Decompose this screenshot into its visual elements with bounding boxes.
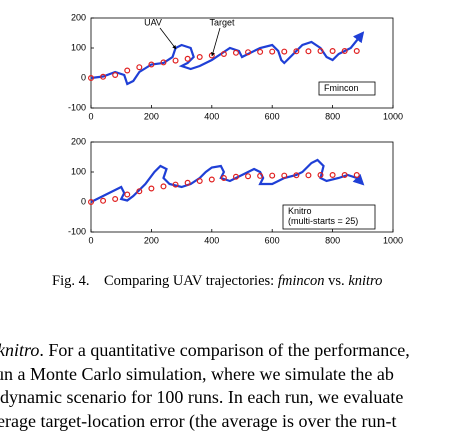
target-point [257,172,264,179]
target-point [293,172,300,179]
target-point [124,67,131,74]
x-tick-label: 200 [144,235,159,245]
target-point [160,59,167,66]
target-point [353,172,360,179]
label-box [282,204,376,230]
target-point [269,172,276,179]
x-tick-label: 600 [265,235,280,245]
x-tick-label: 800 [325,235,340,245]
body-text-run: knitro [0,340,40,360]
target-point [196,178,203,185]
target-point [148,61,155,68]
target-point [160,183,167,190]
target-point [136,64,143,71]
target-point [112,71,119,78]
body-line: knitro. For a quantitative comparison of… [0,340,410,361]
target-point [220,175,227,182]
target-point [245,173,252,180]
annotation-arrow [159,27,177,50]
target-point [100,73,107,80]
y-tick-label: 0 [81,72,86,82]
y-tick-label: 200 [71,136,86,146]
target-point [124,191,131,198]
x-tick-label: 600 [265,111,280,121]
target-point [196,53,203,60]
target-point [136,188,143,195]
target-point [341,172,348,179]
target-point [257,48,264,55]
target-point [317,172,324,179]
target-point [220,50,227,57]
annotation: UAV [144,17,162,27]
caption: Fig. 4. Comparing UAV trajectories: fmin… [52,273,382,290]
target-point [87,74,94,81]
target-point [329,47,336,54]
plot-frame [90,141,394,233]
uav-trajectory [90,31,365,86]
body-text-run: verage target-location error (the averag… [0,410,397,431]
caption-method: fmincon [277,273,325,289]
target-point [148,185,155,192]
y-tick-label: 0 [81,196,86,206]
body-line: un a Monte Carlo simulation, where we si… [0,364,394,385]
target-point [172,57,179,64]
label-box-text: Knitro [288,206,312,216]
y-tick-label: 100 [71,42,86,52]
target-point [293,48,300,55]
target-point [232,49,239,56]
caption-method: knitro [348,273,383,289]
annotation-arrow [211,27,221,57]
x-tick-label: 400 [204,111,219,121]
target-point [305,172,312,179]
target-point [305,48,312,55]
target-point [100,197,107,204]
x-tick-label: 400 [204,235,219,245]
x-tick-label: 1000 [383,111,403,121]
x-tick-label: 800 [325,111,340,121]
body-text: knitro. For a quantitative comparison of… [0,340,474,436]
caption-text: Comparing UAV trajectories: [103,273,278,289]
target-point [329,172,336,179]
body-text-run: un a Monte Carlo simulation, where we si… [0,363,394,384]
label-box-text: Fmincon [324,83,359,93]
target-point [245,49,252,56]
body-text-run: dynamic scenario for 100 runs. In each r… [0,387,404,407]
target-point [184,179,191,186]
target-point [184,55,191,62]
body-text-run: . For a quantitative comparison of the p… [39,340,410,360]
target-point [353,47,360,54]
y-tick-label: -100 [68,226,86,236]
target-point [341,47,348,54]
target-point [172,181,179,188]
label-box-text: (multi-starts = 25) [288,216,358,226]
x-tick-label: 1000 [383,235,403,245]
uav-trajectory [90,158,365,203]
plot-frame [90,17,394,109]
target-point [269,48,276,55]
y-tick-label: -100 [68,102,86,112]
caption-text: vs. [324,273,349,289]
body-line: verage target-location error (the averag… [0,411,396,432]
target-point [112,196,119,203]
annotation: Target [209,17,235,27]
target-point [87,199,94,206]
target-point [317,47,324,54]
y-tick-label: 100 [71,166,86,176]
caption-label: Fig. 4. [52,273,90,289]
target-point [208,176,215,183]
target-point [232,173,239,180]
body-line: dynamic scenario for 100 runs. In each r… [0,387,403,408]
x-tick-label: 200 [144,111,159,121]
x-tick-label: 0 [88,235,93,245]
y-tick-label: 200 [71,12,86,22]
x-tick-label: 0 [88,111,93,121]
label-box [318,81,376,96]
target-point [281,48,288,55]
target-point [281,172,288,179]
